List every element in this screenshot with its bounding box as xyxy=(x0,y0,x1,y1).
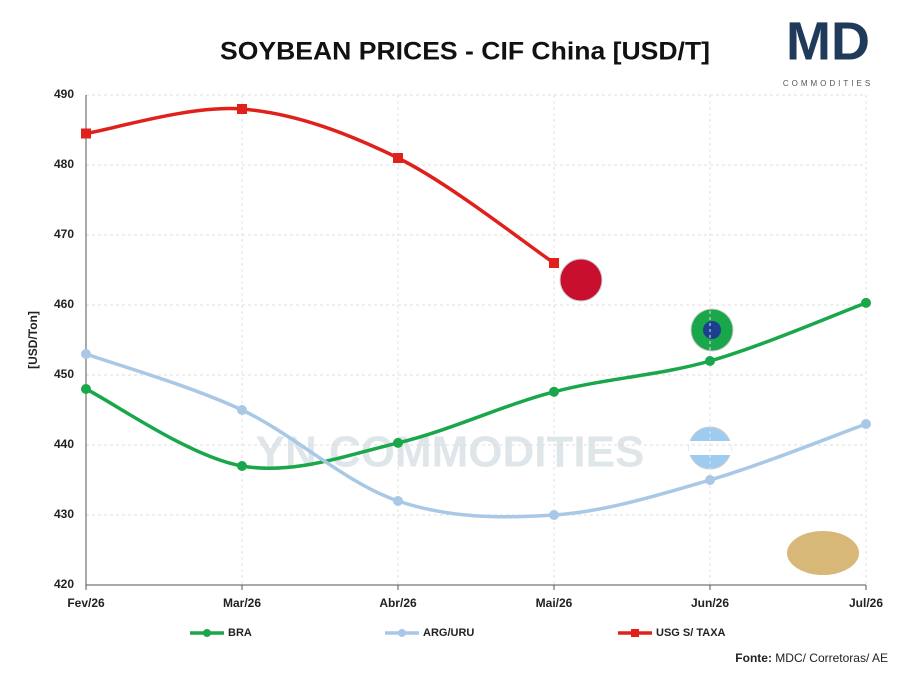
marker xyxy=(705,475,715,485)
marker xyxy=(81,384,91,394)
marker xyxy=(81,349,91,359)
decor-flags xyxy=(559,258,859,575)
marker xyxy=(393,496,403,506)
series-line xyxy=(85,301,867,470)
source-text: MDC/ Corretoras/ AE xyxy=(775,651,888,665)
legend-label: USG S/ TAXA xyxy=(656,627,726,639)
marker xyxy=(861,297,871,308)
chart-title: SOYBEAN PRICES - CIF China [USD/T] xyxy=(220,38,710,66)
x-tick-label: Jul/26 xyxy=(849,596,883,610)
legend-marker xyxy=(203,629,211,637)
marker xyxy=(549,386,559,397)
y-tick-label: 440 xyxy=(54,437,74,451)
marker xyxy=(393,153,403,163)
y-tick-label: 490 xyxy=(54,87,74,101)
y-tick-label: 430 xyxy=(54,507,74,521)
soybeans xyxy=(787,531,859,575)
x-tick-label: Abr/26 xyxy=(379,596,417,610)
flag-brazil-center xyxy=(703,321,721,339)
legend-item: ARG/URU xyxy=(385,627,474,639)
marker xyxy=(861,419,871,429)
marker xyxy=(393,437,403,448)
legend-label: ARG/URU xyxy=(423,627,474,639)
x-tick-label: Jun/26 xyxy=(691,596,729,610)
legend-marker xyxy=(631,629,639,637)
legend-item: BRA xyxy=(190,627,252,639)
y-axis-label: [USD/Ton] xyxy=(26,311,40,369)
source-label: Fonte: xyxy=(735,651,772,665)
y-tick-label: 420 xyxy=(54,577,74,591)
y-tick-label: 470 xyxy=(54,227,74,241)
marker xyxy=(237,405,247,415)
marker xyxy=(549,510,559,520)
marker xyxy=(549,258,559,268)
flag-usa xyxy=(559,258,603,302)
y-tick-label: 460 xyxy=(54,297,74,311)
series-line xyxy=(85,106,555,265)
x-tick-label: Mai/26 xyxy=(536,596,573,610)
x-tick-label: Mar/26 xyxy=(223,596,261,610)
marker xyxy=(237,104,247,114)
watermark: YN COMMODITIES xyxy=(256,428,645,477)
legend-item: USG S/ TAXA xyxy=(618,627,726,639)
legend-label: BRA xyxy=(228,627,252,639)
x-tick-label: Fev/26 xyxy=(67,596,105,610)
source: Fonte: MDC/ Corretoras/ AE xyxy=(735,651,888,665)
marker xyxy=(237,461,247,471)
marker xyxy=(81,128,91,139)
logo-mark: MD xyxy=(786,11,870,71)
series-line xyxy=(85,352,867,519)
marker xyxy=(705,356,715,366)
y-tick-label: 450 xyxy=(54,367,74,381)
logo-text: COMMODITIES xyxy=(783,79,873,88)
legend-marker xyxy=(398,629,406,637)
y-tick-label: 480 xyxy=(54,157,74,171)
